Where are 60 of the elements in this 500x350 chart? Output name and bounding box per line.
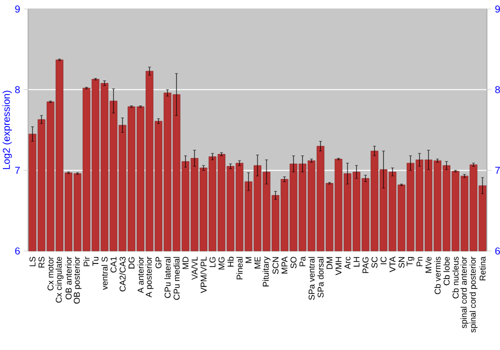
x-tick-label: IC: [380, 256, 386, 264]
x-tick-label: Pineal: [236, 257, 243, 280]
x-tick-label: A posterior: [146, 256, 154, 298]
x-tick-label: VPM/VPL: [200, 256, 207, 294]
x-tick-label: Tu: [92, 257, 98, 266]
x-tick-label: Pir: [83, 256, 90, 266]
x-tick-label: CPu medial: [173, 257, 180, 300]
y2-tick-label: 8: [495, 86, 500, 94]
x-tick-label: M: [246, 257, 252, 263]
x-tick-label: OB anterior: [65, 256, 72, 300]
x-tick-label: ventral S: [101, 256, 108, 290]
x-tick-label: spinal cord posterior: [470, 256, 478, 332]
x-tick-label: LG: [210, 257, 216, 268]
x-tick-label: MVe: [426, 256, 432, 273]
x-tick-label: CPu lateral: [164, 257, 171, 298]
x-tick-label: SC: [372, 256, 378, 268]
x-tick-label: SN: [398, 257, 404, 268]
x-tick-label: DM: [326, 257, 332, 269]
x-tick-label: SCN: [272, 257, 278, 274]
x-tick-label: RS: [38, 256, 44, 268]
x-tick-label: SPa dorsal: [317, 257, 324, 298]
x-tick-label: Hb: [227, 256, 234, 267]
x-tick-label: LH: [354, 257, 360, 267]
x-tick-label: VTA: [390, 256, 396, 272]
x-tick-label: VMH: [336, 257, 342, 276]
x-tick-label: CA1: [110, 256, 116, 272]
x-tick-label: LS: [30, 256, 36, 266]
y-tick-label: 8: [15, 86, 20, 94]
x-tick-label: DG: [128, 257, 134, 268]
x-tick-label: SPa ventral: [308, 257, 315, 300]
x-tick-label: Retina: [479, 256, 486, 280]
y2-tick-label: 9: [495, 5, 500, 13]
x-tick-label: Cx cingulate: [56, 256, 64, 303]
y-tick-label: 9: [15, 5, 20, 13]
x-tick-label: Cb nucleus: [452, 256, 459, 298]
x-tick-label: Cx motor: [48, 256, 54, 290]
x-tick-label: Cb lobe: [443, 256, 450, 286]
x-tick-label: A anterior: [137, 256, 144, 294]
x-tick-label: OB posterior: [74, 256, 82, 304]
x-tick-label: MD: [182, 256, 188, 269]
x-tick-label: Arc: [344, 256, 350, 270]
x-tick-label: MG: [218, 257, 224, 270]
x-tick-label: Cb vermis: [434, 256, 441, 294]
x-tick-label: Tg: [406, 256, 414, 266]
y2-tick-label: 7: [495, 166, 500, 174]
x-tick-label: MPA: [282, 256, 288, 274]
y-tick-label: 7: [15, 166, 20, 174]
x-tick-label: CA2/CA3: [119, 256, 126, 292]
x-tick-label: Pn: [416, 257, 422, 266]
y2-tick-label: 6: [495, 247, 500, 255]
x-tick-label: GP: [156, 256, 162, 268]
x-tick-label: VA/VL: [191, 256, 198, 280]
x-tick-label: PAG: [362, 257, 368, 274]
x-tick-label: Pituitary: [262, 256, 270, 286]
x-tick-label: Pa: [300, 256, 306, 266]
x-tick-label: spinal cord anterior: [460, 256, 468, 328]
y-axis-title: Log2 (expression): [2, 90, 12, 170]
y-tick-label: 6: [15, 247, 20, 255]
x-tick-label: SO: [290, 256, 296, 268]
x-tick-label: ME: [254, 256, 260, 268]
